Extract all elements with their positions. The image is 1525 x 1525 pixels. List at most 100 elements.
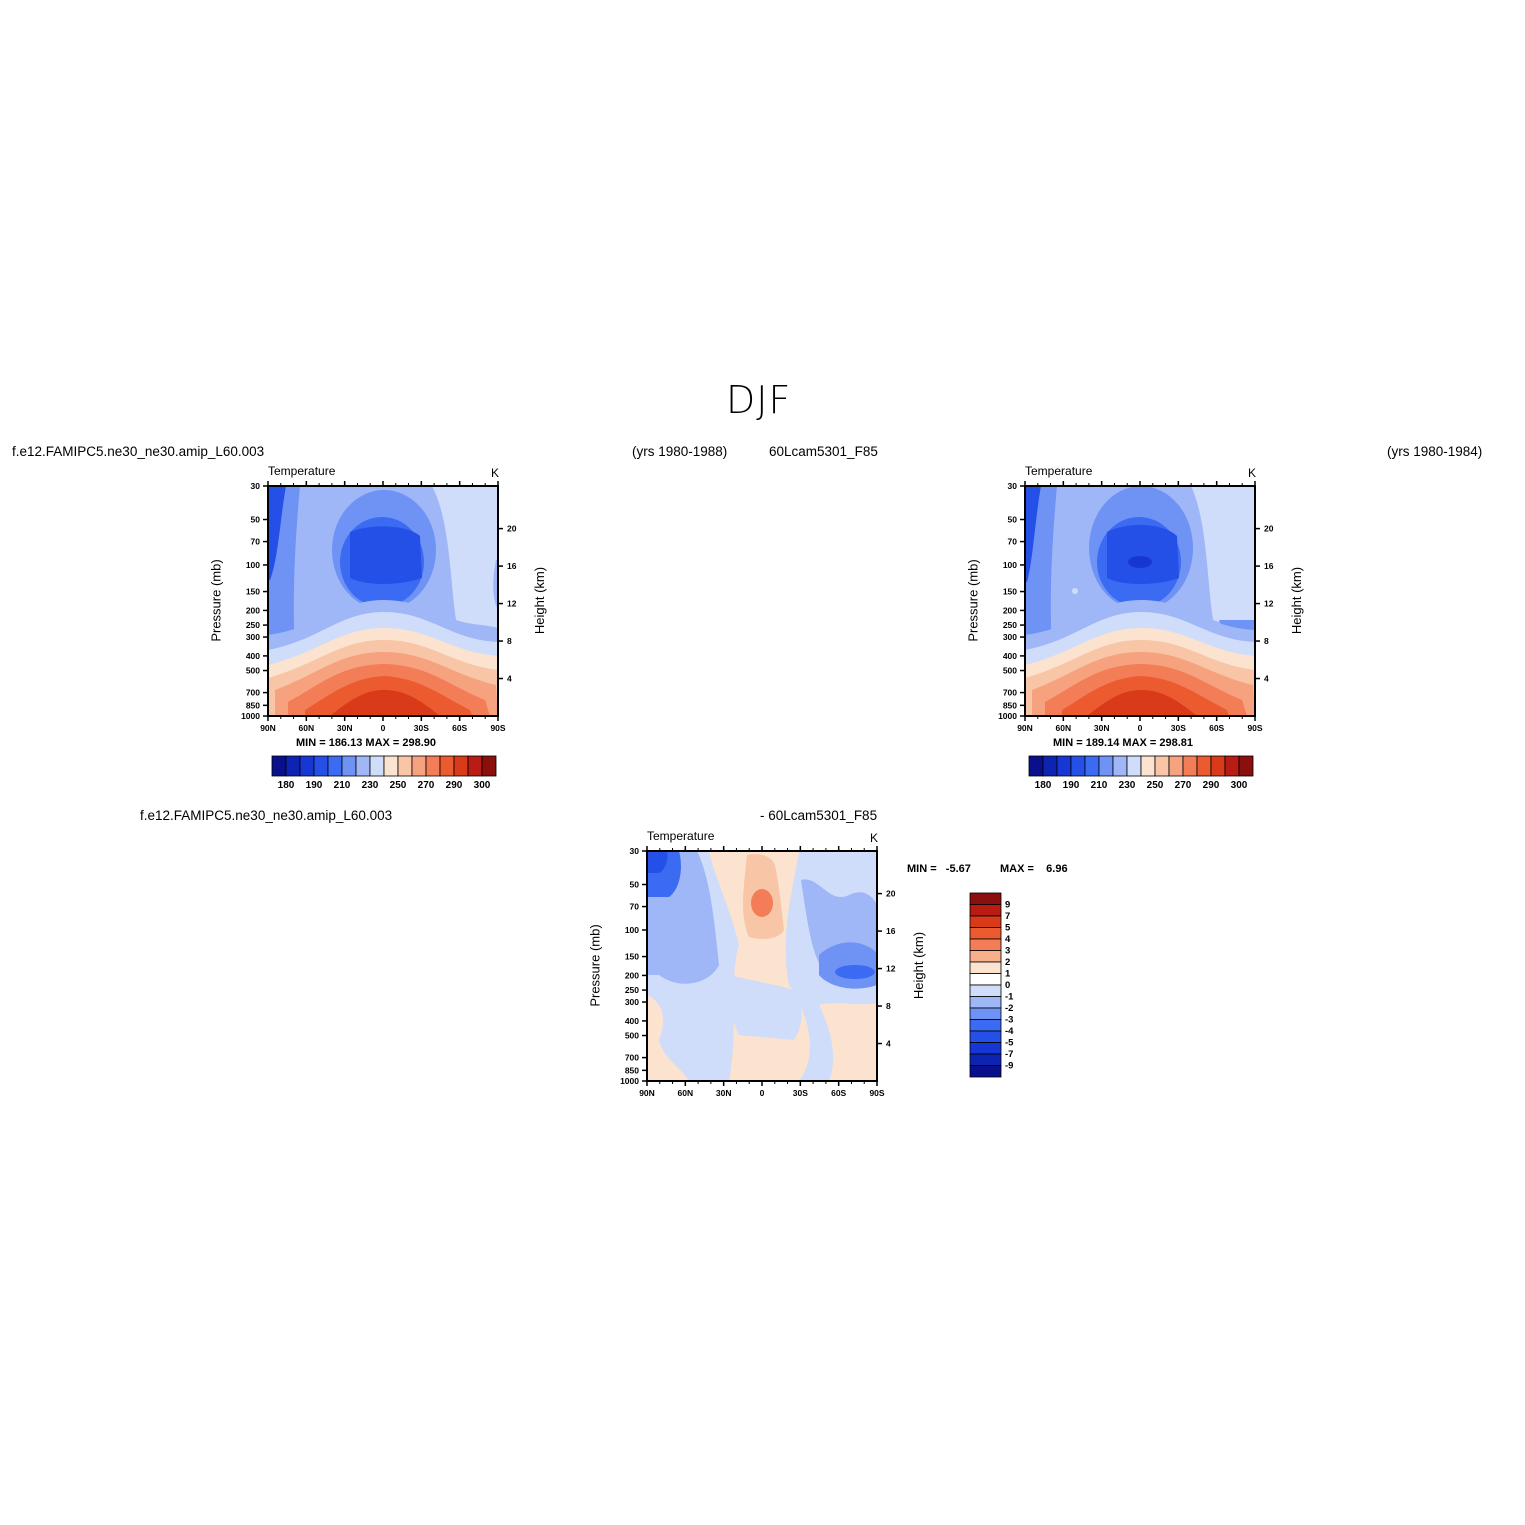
panel-1-ylabel: Pressure (mb) — [208, 559, 224, 642]
colorbar-swatch — [969, 938, 1002, 951]
colorbar-swatch — [969, 1030, 1002, 1043]
lat-tick-label: 90N — [1017, 723, 1033, 733]
pressure-tick-label: 1000 — [998, 711, 1017, 721]
colorbar-label: 290 — [1203, 780, 1220, 791]
pressure-tick-label: 300 — [1003, 632, 1017, 642]
colorbar-swatch — [411, 755, 427, 777]
colorbar-swatch — [453, 755, 469, 777]
height-tick-label: 16 — [507, 561, 517, 571]
colorbar-label: 180 — [278, 780, 295, 791]
colorbar-swatch — [969, 1065, 1002, 1078]
lat-tick-label: 30S — [1171, 723, 1186, 733]
colorbar-swatch — [1042, 755, 1058, 777]
lat-tick-label: 90S — [1247, 723, 1262, 733]
pressure-tick-label: 850 — [246, 700, 260, 710]
panel-3-units: K — [870, 831, 879, 845]
lat-tick-label: 30N — [337, 723, 353, 733]
colorbar-swatch — [969, 1007, 1002, 1020]
colorbar-swatch — [1084, 755, 1100, 777]
right-case-name: 60Lcam5301_F85 — [769, 444, 878, 459]
colorbar-label: 180 — [1035, 780, 1052, 791]
colorbar-swatch — [969, 927, 1002, 940]
page-title: DJF — [726, 378, 792, 422]
pressure-tick-label: 700 — [246, 688, 260, 698]
colorbar-swatch — [969, 1053, 1002, 1066]
colorbar-label: -9 — [1005, 1061, 1013, 1072]
lat-tick-label: 60S — [831, 1088, 846, 1098]
colorbar-swatch — [1238, 755, 1254, 777]
pressure-tick-label: 50 — [1008, 515, 1018, 525]
colorbar-swatch — [969, 984, 1002, 997]
pressure-tick-label: 150 — [246, 587, 260, 597]
height-tick-label: 12 — [507, 599, 517, 609]
colorbar-swatch — [369, 755, 385, 777]
pressure-tick-label: 150 — [625, 952, 639, 962]
panel-3-colorbar: 9 7 5 4 3 2 1 0 -1 -2 -3 -4 -5 -7 -9 — [968, 891, 1028, 1081]
colorbar-label: 190 — [306, 780, 323, 791]
pressure-tick-label: 700 — [1003, 688, 1017, 698]
pressure-tick-label: 30 — [1008, 481, 1018, 491]
lat-tick-label: 0 — [1138, 723, 1143, 733]
lat-tick-label: 0 — [760, 1088, 765, 1098]
colorbar-swatch — [285, 755, 301, 777]
panel-2-variable: Temperature — [1025, 464, 1093, 478]
lat-tick-label: 30N — [716, 1088, 732, 1098]
pressure-tick-label: 1000 — [620, 1076, 639, 1086]
lat-tick-label: 60N — [678, 1088, 694, 1098]
pressure-tick-label: 30 — [630, 846, 640, 856]
pressure-tick-label: 100 — [1003, 560, 1017, 570]
colorbar-label: 270 — [1175, 780, 1192, 791]
panel-1-colorbar: 180 190 210 230 250 270 290 300 — [270, 754, 510, 796]
colorbar-label: 190 — [1063, 780, 1080, 791]
colorbar-swatch — [1098, 755, 1114, 777]
lat-tick-label: 90S — [869, 1088, 884, 1098]
panel-2-ylabel: Pressure (mb) — [965, 559, 981, 642]
colorbar-label: -7 — [1005, 1049, 1013, 1060]
colorbar-label: -2 — [1005, 1003, 1013, 1014]
pressure-tick-label: 1000 — [241, 711, 260, 721]
colorbar-swatch — [969, 950, 1002, 963]
colorbar-swatch — [1112, 755, 1128, 777]
colorbar-swatch — [969, 996, 1002, 1009]
panel-3-stats-min: MIN = -5.67 — [907, 863, 971, 875]
colorbar-swatch — [1196, 755, 1212, 777]
pressure-tick-label: 250 — [625, 985, 639, 995]
colorbar-swatch — [1154, 755, 1170, 777]
colorbar-label: 250 — [1147, 780, 1164, 791]
panel-2-stats: MIN = 189.14 MAX = 298.81 — [1053, 737, 1194, 749]
colorbar-label: 4 — [1005, 934, 1011, 945]
lat-tick-label: 90S — [490, 723, 505, 733]
colorbar-label: 2 — [1005, 957, 1010, 968]
colorbar-swatch — [1028, 755, 1044, 777]
panel-1-variable: Temperature — [268, 464, 336, 478]
panel-3: 30 50 70 100 150 200 250 300 400 500 700 850 1000 20… — [579, 825, 939, 1165]
pressure-tick-label: 250 — [1003, 620, 1017, 630]
panel-3-stats-max: MAX = 6.96 — [1000, 863, 1068, 875]
lat-tick-label: 30S — [793, 1088, 808, 1098]
pressure-tick-label: 70 — [630, 902, 640, 912]
pressure-tick-label: 700 — [625, 1053, 639, 1063]
colorbar-swatch — [969, 961, 1002, 974]
height-tick-label: 8 — [507, 636, 512, 646]
diff-case-b: - 60Lcam5301_F85 — [760, 808, 878, 823]
colorbar-swatch — [969, 973, 1002, 986]
height-tick-label: 20 — [886, 889, 896, 899]
colorbar-swatch — [481, 755, 497, 777]
right-years: (yrs 1980-1984) — [1387, 444, 1483, 459]
pressure-tick-label: 70 — [1008, 537, 1018, 547]
colorbar-swatch — [299, 755, 315, 777]
lat-tick-label: 30S — [414, 723, 429, 733]
colorbar-label: 290 — [446, 780, 463, 791]
colorbar-swatch — [969, 1042, 1002, 1055]
colorbar-label: 210 — [334, 780, 351, 791]
panel-1: 30 50 70 100 150 200 250 300 400 500 700 850 1000 20… — [200, 460, 560, 800]
colorbar-label: 230 — [362, 780, 379, 791]
colorbar-swatch — [341, 755, 357, 777]
lat-tick-label: 60S — [452, 723, 467, 733]
height-tick-label: 16 — [886, 926, 896, 936]
pressure-tick-label: 30 — [251, 481, 261, 491]
colorbar-swatch — [327, 755, 343, 777]
colorbar-swatch — [1126, 755, 1142, 777]
